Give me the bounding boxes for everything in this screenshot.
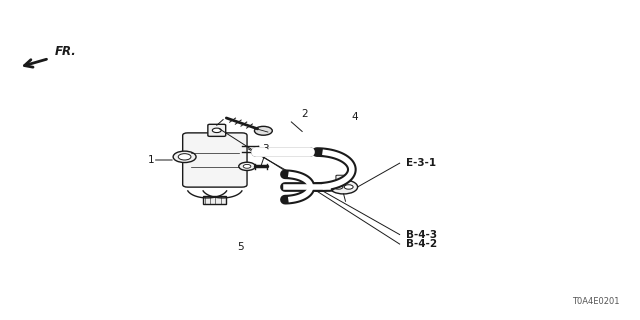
- Circle shape: [344, 185, 353, 189]
- FancyBboxPatch shape: [182, 133, 247, 187]
- FancyBboxPatch shape: [336, 175, 351, 181]
- Text: 5: 5: [237, 242, 244, 252]
- Bar: [204, 196, 227, 204]
- Text: 1: 1: [148, 155, 154, 165]
- Circle shape: [243, 164, 251, 168]
- Circle shape: [239, 162, 255, 171]
- Circle shape: [255, 126, 272, 135]
- Text: 2: 2: [301, 109, 307, 119]
- Circle shape: [178, 154, 191, 160]
- Circle shape: [334, 185, 343, 189]
- Text: 3: 3: [262, 144, 269, 154]
- FancyBboxPatch shape: [208, 124, 226, 136]
- Text: T0A4E0201: T0A4E0201: [572, 297, 620, 306]
- Text: FR.: FR.: [54, 44, 76, 58]
- Text: E-3-1: E-3-1: [406, 158, 436, 168]
- Text: B-4-2: B-4-2: [406, 239, 437, 249]
- Circle shape: [330, 180, 358, 194]
- Circle shape: [173, 151, 196, 163]
- Text: 4: 4: [352, 112, 358, 122]
- Circle shape: [212, 128, 221, 132]
- Text: B-4-3: B-4-3: [406, 229, 437, 240]
